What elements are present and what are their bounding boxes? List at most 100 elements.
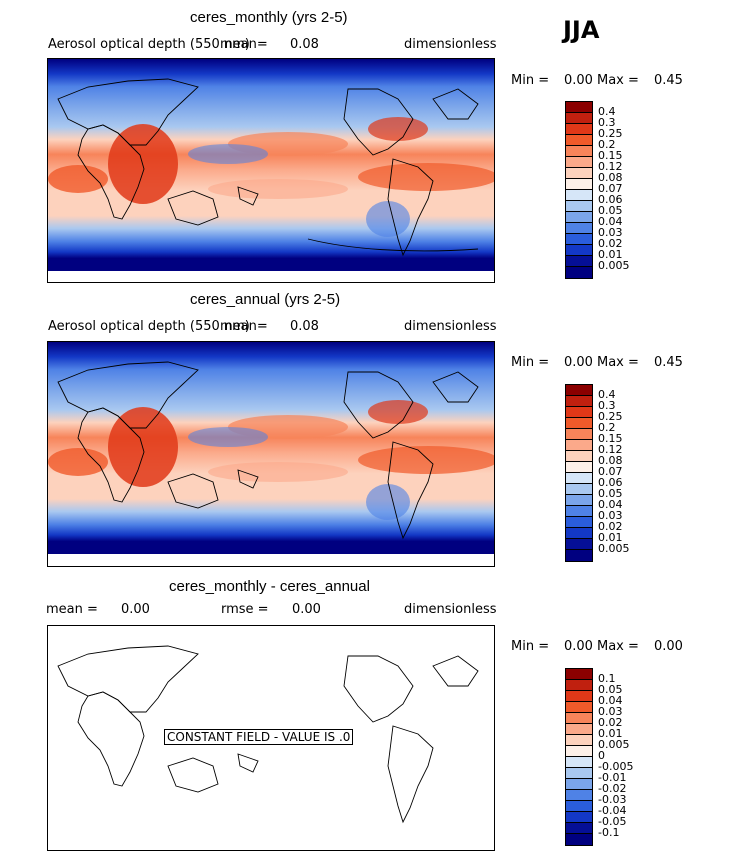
colorbar-tick-label: 0.04 xyxy=(598,498,623,511)
colorbar-tick-label: 0.07 xyxy=(598,182,623,195)
colorbar-tick-label: 0.1 xyxy=(598,672,616,685)
colorbar-tick-label: -0.01 xyxy=(598,771,627,784)
panel2-title: ceres_annual (yrs 2-5) xyxy=(190,291,341,308)
colorbar-swatch xyxy=(566,669,592,680)
colorbar-tick-label: 0.15 xyxy=(598,149,623,162)
colorbar-tick-label: 0.3 xyxy=(598,399,616,412)
colorbar-swatch xyxy=(566,790,592,801)
colorbar-tick-label: 0.02 xyxy=(598,237,623,250)
colorbar-tick-label: 0.005 xyxy=(598,259,630,272)
colorbar-swatch xyxy=(566,746,592,757)
colorbar-swatch xyxy=(566,528,592,539)
colorbar-tick-label: 0 xyxy=(598,749,605,762)
colorbar-tick-label: 0.01 xyxy=(598,248,623,261)
colorbar-tick-label: 0.06 xyxy=(598,193,623,206)
panel2-colorbar xyxy=(565,384,593,562)
colorbar-tick-label: -0.04 xyxy=(598,804,627,817)
colorbar-tick-label: 0.02 xyxy=(598,520,623,533)
colorbar-tick-label: -0.03 xyxy=(598,793,627,806)
colorbar-swatch xyxy=(566,550,592,561)
colorbar-swatch xyxy=(566,190,592,201)
colorbar-swatch xyxy=(566,146,592,157)
panel3-rmse-value: 0.00 xyxy=(292,602,321,617)
panel1-aod-field xyxy=(48,59,494,282)
panel3-max-label: Max = xyxy=(597,639,639,654)
panel1-title: ceres_monthly (yrs 2-5) xyxy=(190,9,348,26)
colorbar-tick-label: 0.4 xyxy=(598,388,616,401)
colorbar-tick-label: 0.04 xyxy=(598,694,623,707)
colorbar-swatch xyxy=(566,680,592,691)
colorbar-tick-label: 0.25 xyxy=(598,410,623,423)
panel2-mean-label: mean= xyxy=(220,319,268,334)
colorbar-tick-label: 0.2 xyxy=(598,421,616,434)
panel3-units: dimensionless xyxy=(404,602,497,617)
colorbar-tick-label: 0.15 xyxy=(598,432,623,445)
colorbar-swatch xyxy=(566,135,592,146)
colorbar-swatch xyxy=(566,713,592,724)
colorbar-swatch xyxy=(566,407,592,418)
colorbar-tick-label: 0.005 xyxy=(598,542,630,555)
colorbar-swatch xyxy=(566,223,592,234)
colorbar-swatch xyxy=(566,201,592,212)
colorbar-tick-label: 0.06 xyxy=(598,476,623,489)
colorbar-swatch xyxy=(566,396,592,407)
panel3-title: ceres_monthly - ceres_annual xyxy=(169,578,370,595)
colorbar-swatch xyxy=(566,462,592,473)
panel2-min-value: 0.00 xyxy=(564,355,593,370)
colorbar-swatch xyxy=(566,801,592,812)
colorbar-swatch xyxy=(566,113,592,124)
panel1-min-value: 0.00 xyxy=(564,73,593,88)
panel3-max-value: 0.00 xyxy=(654,639,683,654)
colorbar-tick-label: 0.005 xyxy=(598,738,630,751)
colorbar-swatch xyxy=(566,102,592,113)
colorbar-tick-label: 0.04 xyxy=(598,215,623,228)
colorbar-swatch xyxy=(566,157,592,168)
panel2-variable: Aerosol optical depth (550 nm) xyxy=(48,319,250,334)
panel3-min-label: Min = xyxy=(511,639,550,654)
colorbar-swatch xyxy=(566,539,592,550)
colorbar-swatch xyxy=(566,124,592,135)
colorbar-swatch xyxy=(566,256,592,267)
colorbar-swatch xyxy=(566,768,592,779)
colorbar-swatch xyxy=(566,702,592,713)
colorbar-swatch xyxy=(566,385,592,396)
panel3-mean-value: 0.00 xyxy=(121,602,150,617)
panel2-aod-field xyxy=(48,342,494,566)
colorbar-tick-label: 0.3 xyxy=(598,116,616,129)
colorbar-swatch xyxy=(566,517,592,528)
panel3-coastlines xyxy=(57,645,479,824)
panel1-units: dimensionless xyxy=(404,37,497,52)
panel1-max-label: Max = xyxy=(597,73,639,88)
colorbar-swatch xyxy=(566,267,592,278)
colorbar-swatch xyxy=(566,451,592,462)
colorbar-swatch xyxy=(566,234,592,245)
colorbar-swatch xyxy=(566,429,592,440)
colorbar-swatch xyxy=(566,834,592,845)
colorbar-swatch xyxy=(566,245,592,256)
colorbar-swatch xyxy=(566,823,592,834)
panel3-mean-label: mean = xyxy=(46,602,98,617)
colorbar-swatch xyxy=(566,724,592,735)
panel1-min-label: Min = xyxy=(511,73,550,88)
panel3-colorbar xyxy=(565,668,593,846)
panel1-mean-value: 0.08 xyxy=(290,37,319,52)
colorbar-swatch xyxy=(566,506,592,517)
colorbar-swatch xyxy=(566,735,592,746)
colorbar-tick-label: -0.005 xyxy=(598,760,634,773)
colorbar-swatch xyxy=(566,757,592,768)
colorbar-swatch xyxy=(566,473,592,484)
colorbar-tick-label: 0.07 xyxy=(598,465,623,478)
panel1-colorbar xyxy=(565,101,593,279)
colorbar-swatch xyxy=(566,691,592,702)
colorbar-tick-label: -0.05 xyxy=(598,815,627,828)
panel2-max-value: 0.45 xyxy=(654,355,683,370)
colorbar-swatch xyxy=(566,779,592,790)
colorbar-tick-label: 0.01 xyxy=(598,727,623,740)
colorbar-tick-label: 0.03 xyxy=(598,509,623,522)
colorbar-swatch xyxy=(566,418,592,429)
colorbar-tick-label: 0.02 xyxy=(598,716,623,729)
colorbar-tick-label: 0.03 xyxy=(598,226,623,239)
colorbar-tick-label: 0.01 xyxy=(598,531,623,544)
panel2-max-label: Max = xyxy=(597,355,639,370)
colorbar-tick-label: 0.05 xyxy=(598,487,623,500)
